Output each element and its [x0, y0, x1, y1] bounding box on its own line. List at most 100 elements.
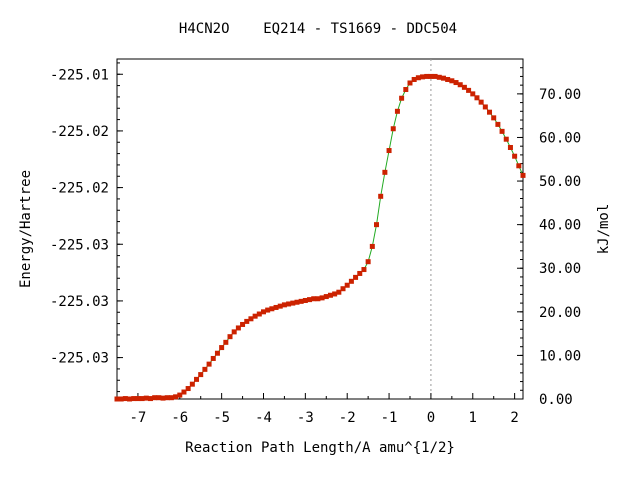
data-point [474, 95, 480, 101]
data-point [118, 396, 124, 402]
data-point [294, 299, 300, 305]
plot-frame [116, 58, 524, 400]
y-right-tick-label: 50.00 [539, 174, 581, 190]
y-left-tick-label: -225.02 [50, 124, 109, 140]
data-point [194, 376, 200, 382]
data-point [319, 295, 325, 301]
data-point [399, 95, 405, 101]
series-points [114, 73, 526, 402]
x-tick-label: -6 [171, 410, 188, 426]
data-point [361, 267, 367, 273]
data-point [336, 289, 342, 295]
data-point [478, 99, 484, 105]
data-point [235, 325, 241, 331]
data-point [231, 329, 237, 335]
y-left-tick-label: -225.02 [50, 181, 109, 197]
x-tick-label: -3 [297, 410, 314, 426]
data-point [311, 296, 317, 302]
data-point [122, 396, 128, 402]
data-point [440, 75, 446, 81]
data-point [189, 381, 195, 387]
x-tick-label: 0 [427, 410, 435, 426]
data-point [265, 307, 271, 313]
data-point [269, 306, 275, 312]
data-point [353, 274, 359, 280]
data-point [466, 87, 472, 93]
data-point [374, 222, 380, 228]
data-point [273, 304, 279, 310]
y-right-tick-label: 60.00 [539, 130, 581, 146]
y-right-tick-label: 20.00 [539, 305, 581, 321]
data-point [181, 389, 187, 395]
y-axis-left: -225.01 -225.02 -225.02 -225.03 -225.03 -225.… [50, 62, 123, 393]
data-point [403, 87, 409, 93]
data-point [244, 318, 250, 324]
data-point [445, 76, 451, 82]
x-tick-label: -1 [381, 410, 398, 426]
data-point [420, 74, 426, 80]
y-axis-label-right: kJ/mol [596, 204, 612, 255]
data-point [298, 298, 304, 304]
x-tick-label: 2 [510, 410, 518, 426]
y-right-tick-label: 10.00 [539, 348, 581, 364]
y-right-tick-label: 70.00 [539, 87, 581, 103]
data-point [507, 144, 513, 150]
data-point [461, 84, 467, 90]
data-point [286, 301, 292, 307]
data-point [206, 361, 212, 367]
data-point [503, 136, 509, 142]
y-left-tick-label: -225.01 [50, 67, 109, 83]
data-point [357, 270, 363, 276]
data-point [135, 396, 141, 402]
data-point [332, 291, 338, 297]
data-point [290, 300, 296, 306]
data-point [378, 193, 384, 199]
data-point [394, 108, 400, 114]
data-point [327, 292, 333, 298]
y-right-tick-label: 30.00 [539, 261, 581, 277]
data-point [432, 73, 438, 79]
data-point [214, 350, 220, 356]
data-point [210, 355, 216, 361]
data-point [152, 395, 158, 401]
data-point [491, 115, 497, 121]
data-point [482, 104, 488, 110]
data-point [252, 313, 258, 319]
x-axis-label: Reaction Path Length/A amu^{1/2} [185, 440, 455, 456]
y-right-tick-label: 40.00 [539, 218, 581, 234]
data-point [340, 286, 346, 292]
data-point [156, 395, 162, 401]
data-point [185, 386, 191, 392]
data-point [516, 163, 522, 169]
data-point [386, 148, 392, 154]
data-point [302, 297, 308, 303]
data-point [470, 91, 476, 97]
data-point [428, 73, 434, 79]
data-point [143, 395, 149, 401]
x-tick-label: 1 [469, 410, 477, 426]
data-point [260, 309, 266, 315]
data-point [495, 121, 501, 127]
data-point [202, 366, 208, 372]
x-tick-label: -2 [339, 410, 356, 426]
x-tick-label: -5 [213, 410, 230, 426]
data-point [160, 395, 166, 401]
data-point [248, 316, 254, 322]
x-tick-label: -4 [255, 410, 272, 426]
y-axis-label-left: Energy/Hartree [18, 170, 34, 288]
y-right-tick-label: 0.00 [539, 392, 573, 408]
data-point [223, 339, 229, 345]
data-point [277, 303, 283, 309]
data-point [323, 294, 329, 300]
data-point [315, 296, 321, 302]
data-point [499, 128, 505, 134]
data-point [382, 169, 388, 175]
data-point [449, 78, 455, 84]
data-point [457, 82, 463, 88]
data-point [147, 396, 153, 402]
data-point [131, 396, 137, 402]
data-point [369, 243, 375, 249]
x-axis: -7 -6 -5 -4 -3 -2 -1 0 1 2 [116, 393, 519, 426]
y-axis-right: 0.00 10.00 20.00 30.00 40.00 50.00 60.00 70.00 [517, 58, 581, 408]
data-point [520, 172, 526, 178]
